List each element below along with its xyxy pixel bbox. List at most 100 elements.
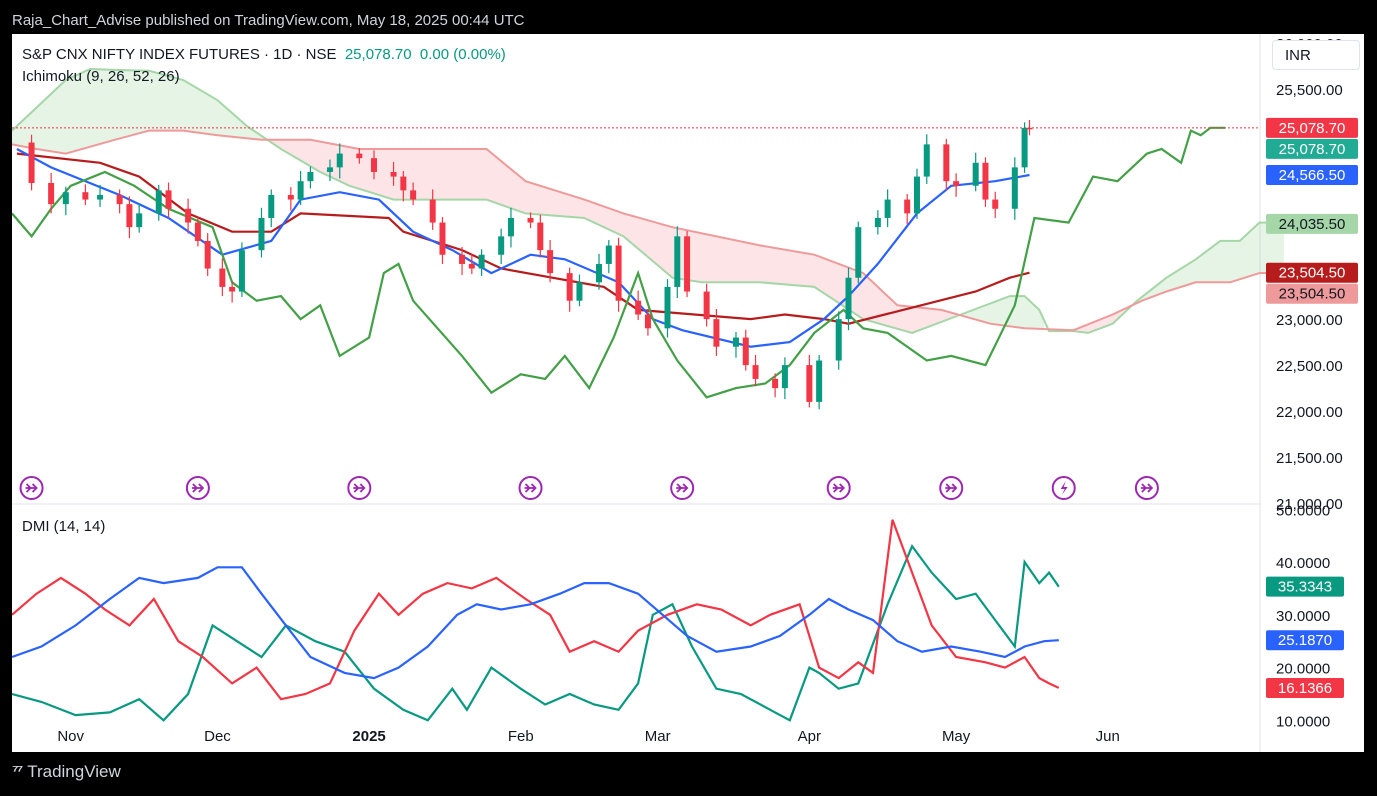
candle-body <box>219 268 226 287</box>
candle-body <box>703 291 710 320</box>
cloud-segment <box>1132 222 1284 306</box>
candle-body <box>1026 127 1033 130</box>
price-value-label: 25,078.70 <box>1279 141 1346 158</box>
dmi-tick-label: 30.0000 <box>1276 608 1330 625</box>
candle-body <box>204 240 211 269</box>
cloud-segment <box>961 296 1045 330</box>
candle-body <box>845 277 852 320</box>
price-tick-label: 25,500.00 <box>1276 82 1343 99</box>
price-tick-label: 21,500.00 <box>1276 450 1343 467</box>
candle-body <box>97 194 104 200</box>
candle-body <box>982 162 989 200</box>
candle-body <box>537 222 544 251</box>
axes: 26,000.0025,500.0023,000.0022,500.0022,0… <box>57 36 1342 745</box>
candle-body <box>439 222 446 255</box>
candle-body <box>904 199 911 214</box>
dmi-tick-label: 10.0000 <box>1276 713 1330 730</box>
candle-body <box>874 217 881 228</box>
brand-name: TradingView <box>27 762 121 781</box>
price-value-badge <box>1266 262 1358 283</box>
candle-body <box>732 337 739 347</box>
candle-body <box>752 365 759 379</box>
candle-body <box>816 360 823 402</box>
candle-body <box>326 167 333 172</box>
dmi-lines <box>12 519 1060 722</box>
ichimoku-cloud <box>12 69 1284 333</box>
event-markers <box>19 476 1159 500</box>
arrow-right-icon <box>676 483 689 493</box>
time-tick-label: May <box>942 728 971 745</box>
ichimoku-legend[interactable]: Ichimoku (9, 26, 52, 26) <box>22 68 180 85</box>
dmi-value-label: 16.1366 <box>1278 680 1332 697</box>
lightning-icon <box>1060 481 1068 495</box>
chart-frame: 26,000.0025,500.0023,000.0022,500.0022,0… <box>12 34 1364 752</box>
candle-body <box>943 144 950 182</box>
candle-body <box>527 217 534 223</box>
currency-button[interactable]: INR <box>1272 40 1360 70</box>
price-value-badge <box>1266 283 1358 304</box>
dmi-value-label: 25.1870 <box>1278 632 1332 649</box>
candle-body <box>742 337 749 366</box>
chart-canvas[interactable]: 26,000.0025,500.0023,000.0022,500.0022,0… <box>12 34 1364 752</box>
price-value-label: 24,566.50 <box>1279 167 1346 184</box>
candle-body <box>566 273 573 301</box>
publish-info: Raja_Chart_Advise published on TradingVi… <box>12 12 525 29</box>
arrow-right-icon <box>25 483 38 493</box>
candle-body <box>478 254 485 269</box>
arrow-right-icon <box>945 483 958 493</box>
candle-body <box>972 162 979 186</box>
dmi-value-badge <box>1266 630 1344 651</box>
candle-body <box>268 194 275 218</box>
candle-body <box>356 153 363 159</box>
price-value-badge <box>1266 138 1358 159</box>
candle-body <box>835 319 842 361</box>
dmi-di-line <box>12 543 1060 722</box>
candle-body <box>82 192 89 200</box>
candle-body <box>923 144 930 177</box>
candle-body <box>674 236 681 287</box>
dmi-legend[interactable]: DMI (14, 14) <box>22 518 106 535</box>
candle-body <box>336 153 343 168</box>
candle-body <box>370 158 377 172</box>
candle-body <box>62 192 69 205</box>
candle-body <box>48 183 55 205</box>
candle-body <box>615 245 622 301</box>
candle-body <box>884 199 891 218</box>
dmi-adx-line <box>12 566 1059 680</box>
candle-body <box>468 263 475 269</box>
candle-body <box>992 199 999 209</box>
candle-body <box>664 286 671 329</box>
candle-body <box>410 190 417 200</box>
price-change: 0.00 (0.00%) <box>419 46 506 63</box>
candle-body <box>806 365 813 402</box>
price-value-badge <box>1266 213 1358 234</box>
symbol-title[interactable]: S&P CNX NIFTY INDEX FUTURES · 1D · NSE <box>22 46 337 63</box>
candle-body <box>507 217 514 237</box>
time-tick-label: Dec <box>204 728 231 745</box>
candle-body <box>596 263 603 283</box>
candle-body <box>185 208 192 223</box>
candle-body <box>576 282 583 301</box>
dmi-tick-label: 20.0000 <box>1276 661 1330 678</box>
candle-body <box>390 171 397 177</box>
candle-body <box>713 319 720 347</box>
dmi-di-line <box>12 519 1060 701</box>
candle-body <box>953 181 960 186</box>
price-value-label: 23,504.50 <box>1279 265 1346 282</box>
candle-body <box>1011 167 1018 209</box>
candle-body <box>1021 127 1028 168</box>
price-tick-label: 21,000.00 <box>1276 496 1343 513</box>
time-tick-label: Apr <box>798 728 821 745</box>
candle-body <box>28 142 35 184</box>
cloud-segment <box>271 139 957 333</box>
candles <box>28 119 1033 410</box>
candle-body <box>498 236 505 255</box>
tradingview-logo-icon: ⁷⁷ <box>12 763 23 780</box>
candle-body <box>429 199 436 223</box>
candle-body <box>781 365 788 389</box>
candle-body <box>194 222 201 241</box>
arrow-right-icon <box>832 483 845 493</box>
arrow-right-icon <box>353 483 366 493</box>
price-value-label: 24,035.50 <box>1279 216 1346 233</box>
dmi-tick-label: 40.0000 <box>1276 555 1330 572</box>
